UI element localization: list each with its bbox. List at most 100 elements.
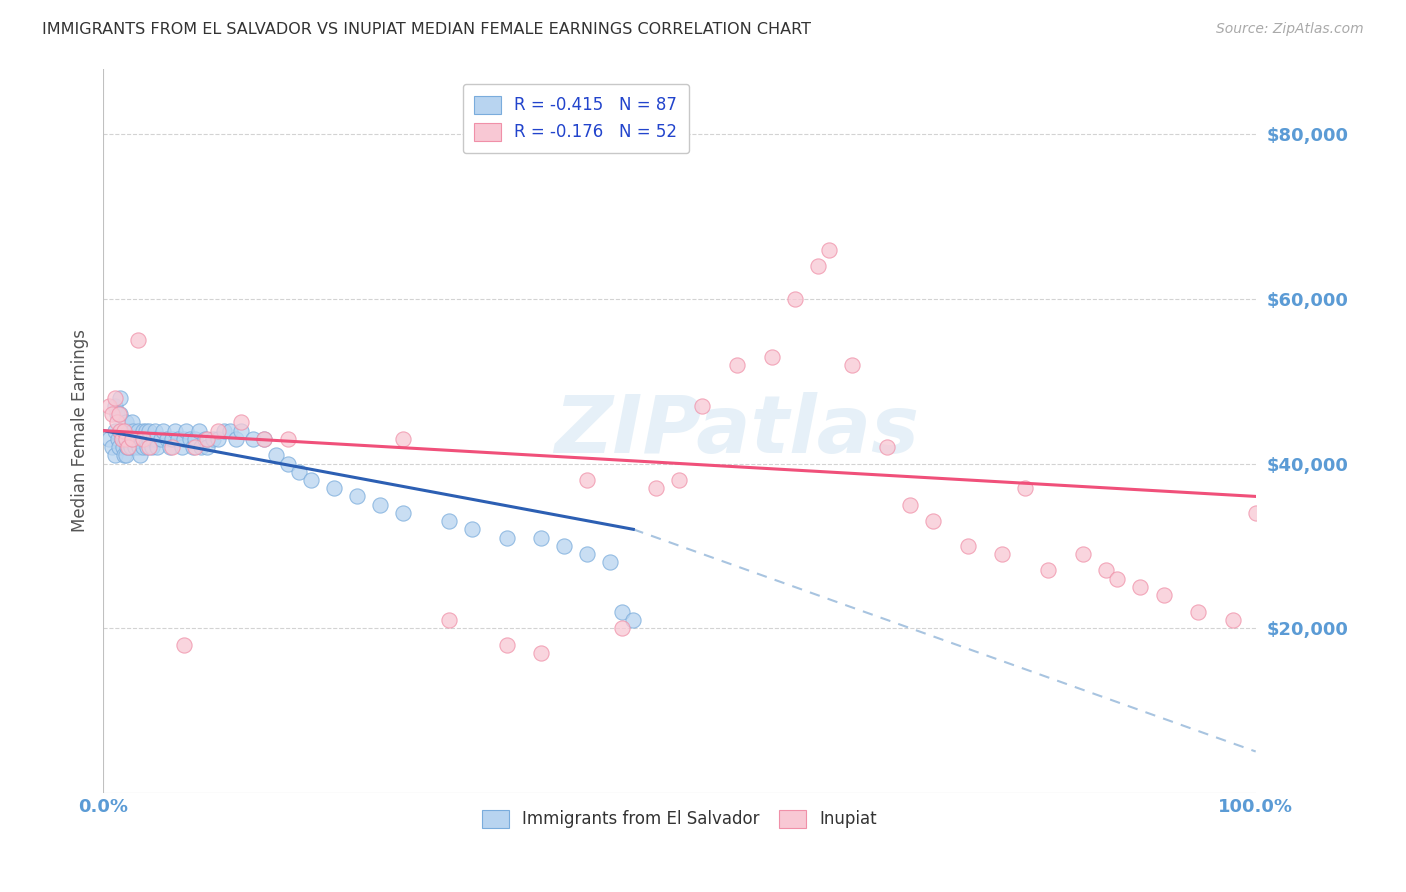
- Point: [195, 432, 218, 446]
- Point: [121, 432, 143, 446]
- Point: [110, 424, 132, 438]
- Point: [132, 440, 155, 454]
- Point: [124, 440, 146, 454]
- Point: [253, 432, 276, 446]
- Point: [149, 432, 172, 446]
- Point: [101, 407, 124, 421]
- Point: [991, 547, 1014, 561]
- Point: [922, 514, 945, 528]
- Point: [105, 415, 128, 429]
- Point: [1095, 564, 1118, 578]
- Point: [135, 440, 157, 454]
- Point: [117, 440, 139, 454]
- Point: [184, 440, 207, 454]
- Point: [105, 407, 128, 421]
- Point: [553, 539, 575, 553]
- Point: [110, 391, 132, 405]
- Point: [391, 432, 413, 446]
- Point: [530, 646, 553, 660]
- Point: [761, 350, 783, 364]
- Point: [108, 407, 131, 421]
- Point: [1107, 572, 1129, 586]
- Text: ZIPatlas: ZIPatlas: [554, 392, 920, 469]
- Point: [117, 424, 139, 438]
- Point: [1071, 547, 1094, 561]
- Point: [138, 424, 160, 438]
- Point: [184, 432, 207, 446]
- Point: [1153, 588, 1175, 602]
- Point: [152, 424, 174, 438]
- Point: [231, 415, 253, 429]
- Point: [111, 440, 134, 454]
- Point: [101, 440, 124, 454]
- Point: [114, 424, 136, 438]
- Point: [288, 465, 311, 479]
- Point: [179, 432, 201, 446]
- Point: [159, 440, 181, 454]
- Point: [143, 424, 166, 438]
- Point: [956, 539, 979, 553]
- Point: [610, 621, 633, 635]
- Point: [207, 424, 229, 438]
- Point: [115, 448, 138, 462]
- Point: [112, 448, 135, 462]
- Point: [219, 424, 242, 438]
- Point: [391, 506, 413, 520]
- Point: [138, 440, 160, 454]
- Point: [277, 432, 299, 446]
- Point: [135, 424, 157, 438]
- Point: [599, 555, 621, 569]
- Point: [876, 440, 898, 454]
- Point: [495, 531, 517, 545]
- Point: [645, 481, 668, 495]
- Point: [692, 399, 714, 413]
- Legend: Immigrants from El Salvador, Inupiat: Immigrants from El Salvador, Inupiat: [475, 803, 883, 835]
- Point: [97, 432, 120, 446]
- Point: [170, 440, 193, 454]
- Point: [173, 638, 195, 652]
- Point: [121, 415, 143, 429]
- Point: [322, 481, 344, 495]
- Point: [115, 415, 138, 429]
- Point: [134, 432, 156, 446]
- Point: [128, 440, 150, 454]
- Point: [163, 424, 186, 438]
- Point: [668, 473, 690, 487]
- Point: [110, 407, 132, 421]
- Point: [155, 432, 177, 446]
- Point: [461, 522, 484, 536]
- Point: [277, 457, 299, 471]
- Point: [117, 440, 139, 454]
- Point: [167, 432, 190, 446]
- Point: [97, 399, 120, 413]
- Point: [115, 432, 138, 446]
- Point: [121, 432, 143, 446]
- Point: [104, 399, 127, 413]
- Point: [108, 440, 131, 454]
- Point: [725, 358, 748, 372]
- Point: [127, 432, 149, 446]
- Text: IMMIGRANTS FROM EL SALVADOR VS INUPIAT MEDIAN FEMALE EARNINGS CORRELATION CHART: IMMIGRANTS FROM EL SALVADOR VS INUPIAT M…: [42, 22, 811, 37]
- Point: [127, 333, 149, 347]
- Point: [264, 448, 287, 462]
- Point: [132, 432, 155, 446]
- Point: [193, 432, 215, 446]
- Point: [110, 424, 132, 438]
- Point: [174, 424, 197, 438]
- Point: [110, 432, 132, 446]
- Point: [1187, 605, 1209, 619]
- Point: [110, 432, 132, 446]
- Point: [242, 432, 264, 446]
- Point: [253, 432, 276, 446]
- Point: [841, 358, 863, 372]
- Point: [195, 440, 218, 454]
- Point: [207, 432, 229, 446]
- Point: [368, 498, 391, 512]
- Point: [530, 531, 553, 545]
- Point: [231, 424, 253, 438]
- Point: [437, 613, 460, 627]
- Point: [129, 448, 152, 462]
- Point: [610, 605, 633, 619]
- Point: [187, 424, 209, 438]
- Text: Source: ZipAtlas.com: Source: ZipAtlas.com: [1216, 22, 1364, 37]
